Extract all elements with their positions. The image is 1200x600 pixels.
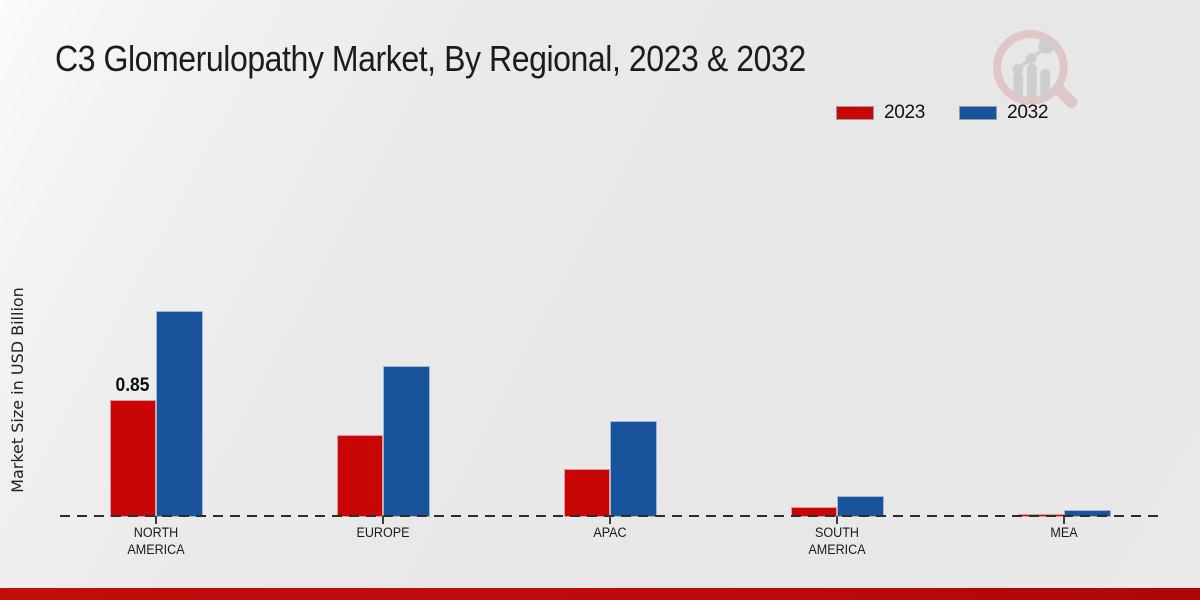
magnifying-glass-bar-chart-logo-icon <box>993 30 1078 109</box>
x-axis-tick-south-america <box>836 516 839 524</box>
bar-2023-north-america <box>109 400 156 517</box>
bar-2032-south-america <box>837 496 884 517</box>
legend-swatch-2032 <box>959 106 998 120</box>
bottom-accent-bar <box>0 588 1200 600</box>
x-axis-tick-mea <box>1063 516 1066 524</box>
x-axis-label-south-america: SOUTH AMERICA <box>808 525 866 557</box>
legend-item-2032: 2032 <box>959 102 1048 124</box>
bar-2032-europe <box>383 365 430 517</box>
bar-2023-apac <box>563 468 611 517</box>
x-axis-label-europe: EUROPE <box>356 525 410 540</box>
legend: 2023 2032 <box>836 102 1048 124</box>
bar-2032-apac <box>610 420 657 517</box>
bar-2023-europe <box>336 434 384 517</box>
chart-title: C3 Glomerulopathy Market, By Regional, 2… <box>55 38 806 79</box>
x-axis-tick-apac <box>609 516 612 524</box>
bar-value-label: 0.85 <box>115 375 150 397</box>
x-axis-label-mea: MEA <box>1050 525 1078 540</box>
legend-swatch-2023 <box>836 106 874 120</box>
legend-label-2023: 2023 <box>884 102 926 123</box>
legend-label-2032: 2032 <box>1007 102 1049 123</box>
legend-item-2023: 2023 <box>836 102 925 124</box>
x-axis-label-north-america: NORTH AMERICA <box>127 525 185 557</box>
x-axis-tick-north-america <box>155 516 157 524</box>
bar-2032-north-america <box>156 310 203 517</box>
x-axis-tick-europe <box>382 516 385 524</box>
x-axis-label-apac: APAC <box>593 525 627 540</box>
x-axis-baseline <box>60 515 1158 517</box>
